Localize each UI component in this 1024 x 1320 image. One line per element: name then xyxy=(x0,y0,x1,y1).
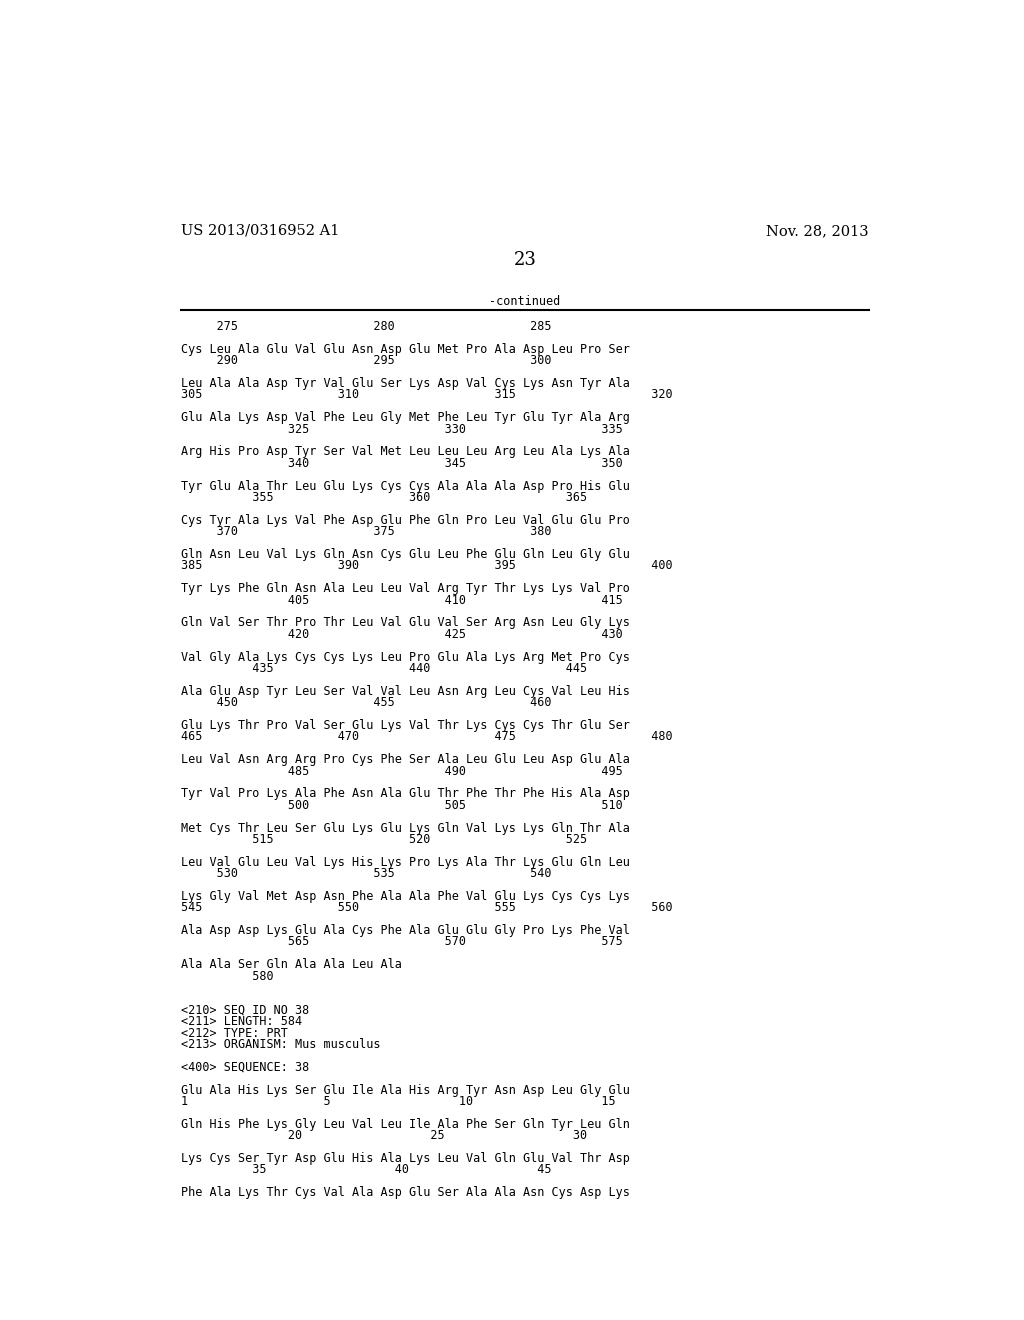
Text: Phe Ala Lys Thr Cys Val Ala Asp Glu Ser Ala Ala Asn Cys Asp Lys: Phe Ala Lys Thr Cys Val Ala Asp Glu Ser … xyxy=(180,1187,630,1199)
Text: 305                   310                   315                   320: 305 310 315 320 xyxy=(180,388,673,401)
Text: Lys Cys Ser Tyr Asp Glu His Ala Lys Leu Val Gln Glu Val Thr Asp: Lys Cys Ser Tyr Asp Glu His Ala Lys Leu … xyxy=(180,1152,630,1166)
Text: 275                   280                   285: 275 280 285 xyxy=(180,321,551,333)
Text: 385                   390                   395                   400: 385 390 395 400 xyxy=(180,560,673,573)
Text: -continued: -continued xyxy=(489,296,560,309)
Text: Tyr Lys Phe Gln Asn Ala Leu Leu Val Arg Tyr Thr Lys Lys Val Pro: Tyr Lys Phe Gln Asn Ala Leu Leu Val Arg … xyxy=(180,582,630,595)
Text: 435                   440                   445: 435 440 445 xyxy=(180,663,587,675)
Text: <400> SEQUENCE: 38: <400> SEQUENCE: 38 xyxy=(180,1061,309,1074)
Text: Glu Ala His Lys Ser Glu Ile Ala His Arg Tyr Asn Asp Leu Gly Glu: Glu Ala His Lys Ser Glu Ile Ala His Arg … xyxy=(180,1084,630,1097)
Text: Leu Val Glu Leu Val Lys His Lys Pro Lys Ala Thr Lys Glu Gln Leu: Leu Val Glu Leu Val Lys His Lys Pro Lys … xyxy=(180,855,630,869)
Text: 405                   410                   415: 405 410 415 xyxy=(180,594,623,607)
Text: Met Cys Thr Leu Ser Glu Lys Glu Lys Gln Val Lys Lys Gln Thr Ala: Met Cys Thr Leu Ser Glu Lys Glu Lys Gln … xyxy=(180,821,630,834)
Text: Glu Ala Lys Asp Val Phe Leu Gly Met Phe Leu Tyr Glu Tyr Ala Arg: Glu Ala Lys Asp Val Phe Leu Gly Met Phe … xyxy=(180,412,630,424)
Text: 355                   360                   365: 355 360 365 xyxy=(180,491,587,504)
Text: Leu Val Asn Arg Arg Pro Cys Phe Ser Ala Leu Glu Leu Asp Glu Ala: Leu Val Asn Arg Arg Pro Cys Phe Ser Ala … xyxy=(180,754,630,766)
Text: 35                  40                  45: 35 40 45 xyxy=(180,1163,551,1176)
Text: <210> SEQ ID NO 38: <210> SEQ ID NO 38 xyxy=(180,1003,309,1016)
Text: Arg His Pro Asp Tyr Ser Val Met Leu Leu Leu Arg Leu Ala Lys Ala: Arg His Pro Asp Tyr Ser Val Met Leu Leu … xyxy=(180,445,630,458)
Text: 340                   345                   350: 340 345 350 xyxy=(180,457,623,470)
Text: US 2013/0316952 A1: US 2013/0316952 A1 xyxy=(180,224,339,238)
Text: Ala Ala Ser Gln Ala Ala Leu Ala: Ala Ala Ser Gln Ala Ala Leu Ala xyxy=(180,958,401,972)
Text: Ala Glu Asp Tyr Leu Ser Val Val Leu Asn Arg Leu Cys Val Leu His: Ala Glu Asp Tyr Leu Ser Val Val Leu Asn … xyxy=(180,685,630,698)
Text: 23: 23 xyxy=(513,251,537,269)
Text: 420                   425                   430: 420 425 430 xyxy=(180,628,623,640)
Text: Nov. 28, 2013: Nov. 28, 2013 xyxy=(766,224,869,238)
Text: Tyr Val Pro Lys Ala Phe Asn Ala Glu Thr Phe Thr Phe His Ala Asp: Tyr Val Pro Lys Ala Phe Asn Ala Glu Thr … xyxy=(180,787,630,800)
Text: 290                   295                   300: 290 295 300 xyxy=(180,354,551,367)
Text: 545                   550                   555                   560: 545 550 555 560 xyxy=(180,902,673,915)
Text: Val Gly Ala Lys Cys Cys Lys Leu Pro Glu Ala Lys Arg Met Pro Cys: Val Gly Ala Lys Cys Cys Lys Leu Pro Glu … xyxy=(180,651,630,664)
Text: 325                   330                   335: 325 330 335 xyxy=(180,422,623,436)
Text: 20                  25                  30: 20 25 30 xyxy=(180,1129,587,1142)
Text: 485                   490                   495: 485 490 495 xyxy=(180,764,623,777)
Text: Glu Lys Thr Pro Val Ser Glu Lys Val Thr Lys Cys Cys Thr Glu Ser: Glu Lys Thr Pro Val Ser Glu Lys Val Thr … xyxy=(180,719,630,733)
Text: 1                   5                  10                  15: 1 5 10 15 xyxy=(180,1096,615,1107)
Text: Ala Asp Asp Lys Glu Ala Cys Phe Ala Glu Glu Gly Pro Lys Phe Val: Ala Asp Asp Lys Glu Ala Cys Phe Ala Glu … xyxy=(180,924,630,937)
Text: 450                   455                   460: 450 455 460 xyxy=(180,696,551,709)
Text: 500                   505                   510: 500 505 510 xyxy=(180,799,623,812)
Text: <213> ORGANISM: Mus musculus: <213> ORGANISM: Mus musculus xyxy=(180,1038,380,1051)
Text: 530                   535                   540: 530 535 540 xyxy=(180,867,551,880)
Text: 580: 580 xyxy=(180,970,273,982)
Text: Gln Asn Leu Val Lys Gln Asn Cys Glu Leu Phe Glu Gln Leu Gly Glu: Gln Asn Leu Val Lys Gln Asn Cys Glu Leu … xyxy=(180,548,630,561)
Text: Lys Gly Val Met Asp Asn Phe Ala Ala Phe Val Glu Lys Cys Cys Lys: Lys Gly Val Met Asp Asn Phe Ala Ala Phe … xyxy=(180,890,630,903)
Text: <212> TYPE: PRT: <212> TYPE: PRT xyxy=(180,1027,288,1040)
Text: 465                   470                   475                   480: 465 470 475 480 xyxy=(180,730,673,743)
Text: Tyr Glu Ala Thr Leu Glu Lys Cys Cys Ala Ala Ala Asp Pro His Glu: Tyr Glu Ala Thr Leu Glu Lys Cys Cys Ala … xyxy=(180,479,630,492)
Text: Cys Leu Ala Glu Val Glu Asn Asp Glu Met Pro Ala Asp Leu Pro Ser: Cys Leu Ala Glu Val Glu Asn Asp Glu Met … xyxy=(180,343,630,356)
Text: Leu Ala Ala Asp Tyr Val Glu Ser Lys Asp Val Cys Lys Asn Tyr Ala: Leu Ala Ala Asp Tyr Val Glu Ser Lys Asp … xyxy=(180,378,630,391)
Text: <211> LENGTH: 584: <211> LENGTH: 584 xyxy=(180,1015,302,1028)
Text: Cys Tyr Ala Lys Val Phe Asp Glu Phe Gln Pro Leu Val Glu Glu Pro: Cys Tyr Ala Lys Val Phe Asp Glu Phe Gln … xyxy=(180,513,630,527)
Text: Gln His Phe Lys Gly Leu Val Leu Ile Ala Phe Ser Gln Tyr Leu Gln: Gln His Phe Lys Gly Leu Val Leu Ile Ala … xyxy=(180,1118,630,1131)
Text: 515                   520                   525: 515 520 525 xyxy=(180,833,587,846)
Text: Gln Val Ser Thr Pro Thr Leu Val Glu Val Ser Arg Asn Leu Gly Lys: Gln Val Ser Thr Pro Thr Leu Val Glu Val … xyxy=(180,616,630,630)
Text: 565                   570                   575: 565 570 575 xyxy=(180,936,623,949)
Text: 370                   375                   380: 370 375 380 xyxy=(180,525,551,539)
